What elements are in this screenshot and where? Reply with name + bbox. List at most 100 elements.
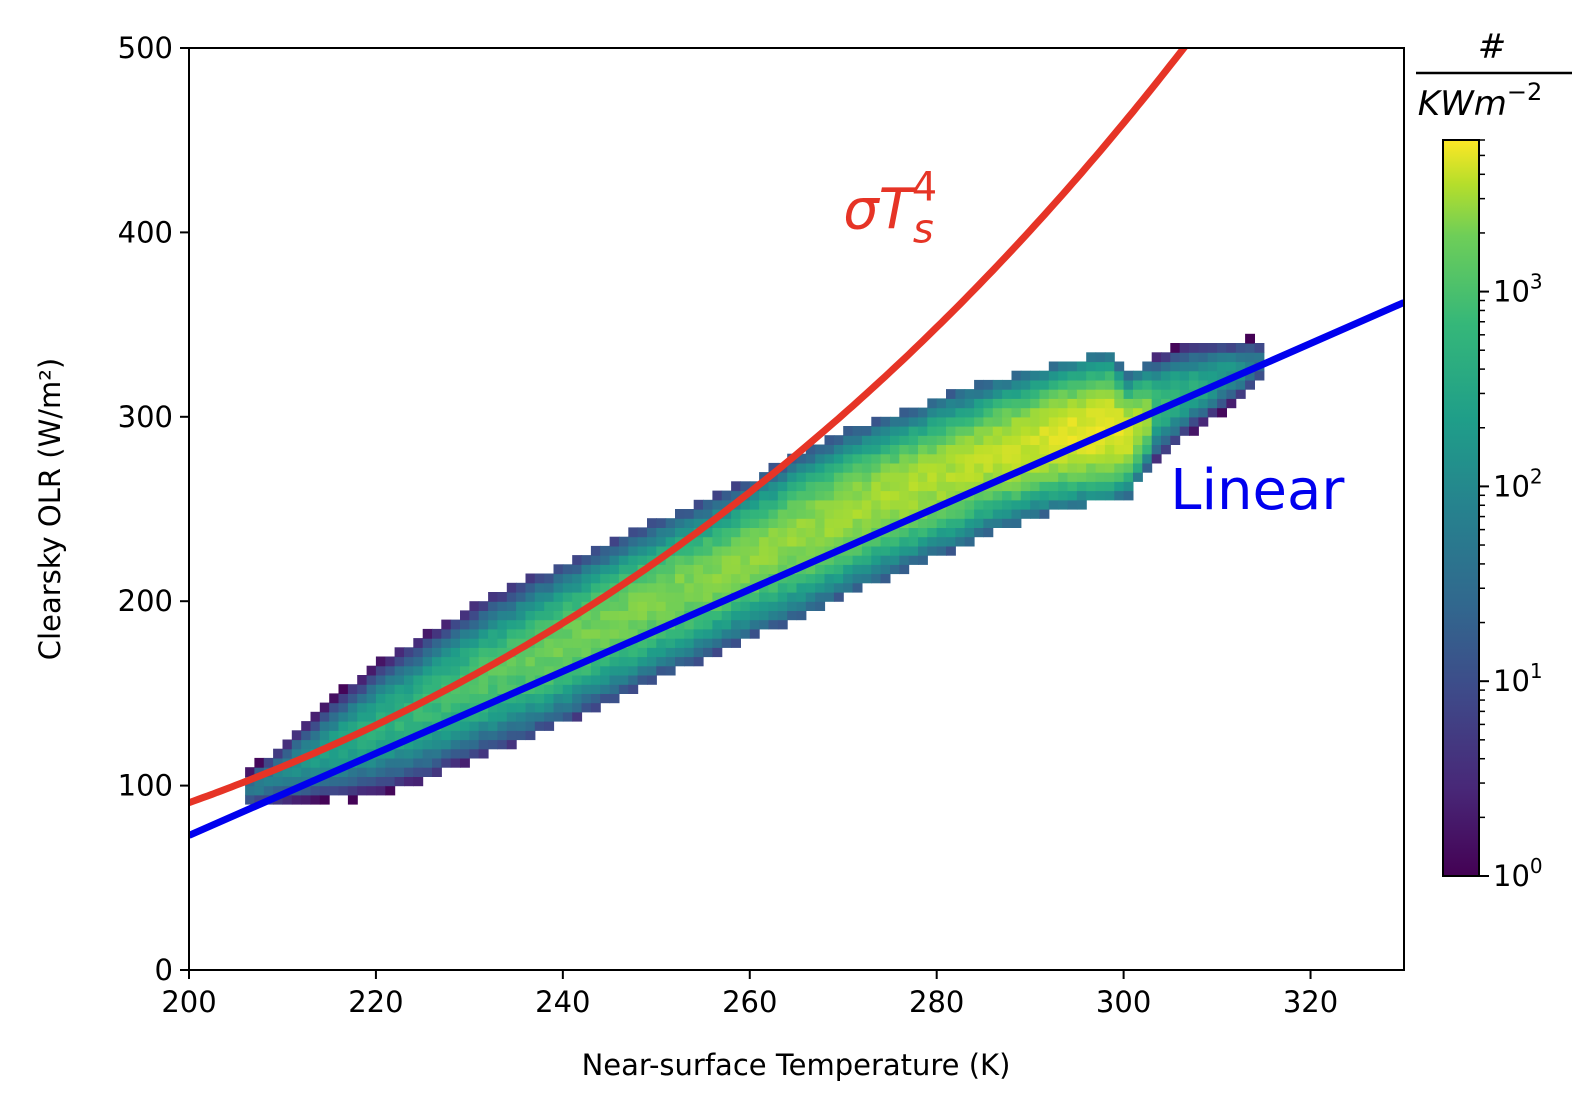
heatmap-cell	[1123, 407, 1134, 418]
heatmap-cell	[338, 702, 349, 713]
heatmap-cell	[890, 462, 900, 473]
heatmap-cell	[404, 767, 414, 777]
heatmap-cell	[460, 739, 470, 750]
heatmap-cell	[852, 499, 863, 510]
heatmap-cell	[375, 702, 386, 713]
heatmap-cell	[553, 610, 564, 621]
heatmap-cell	[1058, 389, 1069, 399]
heatmap-cell	[516, 619, 526, 630]
heatmap-cell	[1030, 490, 1041, 501]
heatmap-cell	[506, 592, 517, 602]
heatmap-cell	[506, 656, 517, 667]
heatmap-cell	[974, 407, 984, 418]
heatmap-cell	[432, 711, 442, 722]
heatmap-cell	[394, 721, 405, 731]
heatmap-cell	[777, 499, 788, 510]
heatmap-cell	[1133, 472, 1143, 482]
heatmap-cell	[1086, 370, 1097, 381]
heatmap-cell	[544, 711, 555, 722]
heatmap-cell	[516, 582, 526, 593]
heatmap-cell	[347, 711, 358, 722]
heatmap-cell	[693, 638, 704, 648]
heatmap-cell	[936, 545, 947, 556]
heatmap-cell	[843, 564, 854, 575]
heatmap-cell	[1104, 481, 1115, 492]
heatmap-cell	[497, 702, 508, 713]
heatmap-cell	[805, 462, 816, 473]
heatmap-cell	[366, 757, 377, 768]
heatmap-cell	[600, 601, 611, 611]
heatmap-cell	[703, 582, 713, 593]
heatmap-cell	[562, 702, 573, 713]
heatmap-cell	[946, 407, 956, 418]
heatmap-cell	[1226, 398, 1237, 409]
heatmap-cell	[665, 527, 676, 538]
heatmap-cell	[721, 582, 732, 593]
heatmap-cell	[441, 675, 452, 685]
heatmap-cell	[1030, 453, 1041, 464]
heatmap-cell	[927, 545, 938, 556]
heatmap-cell	[422, 684, 433, 694]
heatmap-cell	[684, 592, 695, 602]
heatmap-cell	[441, 647, 452, 658]
heatmap-cell	[1217, 370, 1227, 381]
heatmap-cell	[422, 711, 433, 722]
heatmap-cell	[1151, 352, 1162, 363]
heatmap-cell	[749, 536, 760, 547]
heatmap-cell	[777, 564, 788, 575]
heatmap-cell	[684, 573, 695, 584]
heatmap-cell	[553, 582, 564, 593]
heatmap-cell	[833, 518, 844, 528]
heatmap-cell	[768, 555, 779, 565]
heatmap-cell	[805, 499, 816, 510]
heatmap-cell	[1207, 370, 1218, 381]
heatmap-cell	[918, 527, 928, 538]
heatmap-cell	[693, 656, 704, 667]
heatmap-cell	[693, 536, 704, 547]
heatmap-cell	[1002, 426, 1012, 436]
heatmap-cell	[273, 785, 283, 796]
heatmap-cell	[796, 536, 807, 547]
heatmap-cell	[301, 767, 312, 777]
heatmap-cell	[824, 527, 835, 538]
heatmap-cell	[609, 684, 620, 694]
heatmap-cell	[946, 453, 956, 464]
heatmap-cell	[1095, 481, 1106, 492]
y-tick-label: 200	[118, 584, 173, 618]
heatmap-cell	[347, 739, 358, 750]
heatmap-cell	[768, 499, 779, 510]
heatmap-cell	[740, 536, 751, 547]
heatmap-cell	[1151, 416, 1162, 427]
heatmap-cell	[637, 619, 648, 630]
heatmap-cell	[964, 453, 975, 464]
heatmap-cell	[1161, 370, 1171, 381]
heatmap-cell	[609, 638, 620, 648]
heatmap-cell	[890, 435, 900, 445]
heatmap-cell	[703, 564, 713, 575]
heatmap-cell	[1058, 435, 1069, 445]
heatmap-cell	[1039, 416, 1050, 427]
heatmap-cell	[1123, 462, 1134, 473]
heatmap-cell	[1226, 379, 1237, 390]
heatmap-cell	[712, 628, 723, 639]
heatmap-cell	[768, 490, 779, 501]
heatmap-cell	[992, 379, 1003, 390]
heatmap-cell	[469, 739, 480, 750]
heatmap-cell	[1179, 398, 1190, 409]
heatmap-cell	[450, 619, 461, 630]
heatmap-cell	[1020, 370, 1031, 381]
heatmap-cell	[488, 592, 498, 602]
heatmap-cell	[796, 555, 807, 565]
heatmap-cell	[413, 721, 424, 731]
heatmap-cell	[450, 684, 461, 694]
heatmap-cell	[310, 757, 321, 768]
heatmap-cell	[506, 711, 517, 722]
heatmap-cell	[1095, 407, 1106, 418]
heatmap-cell	[908, 536, 919, 547]
heatmap-cell	[656, 601, 667, 611]
heatmap-cell	[1020, 509, 1031, 519]
heatmap-cell	[871, 499, 882, 510]
heatmap-cell	[1076, 416, 1087, 427]
heatmap-cell	[1170, 435, 1181, 445]
heatmap-cell	[1226, 343, 1237, 353]
